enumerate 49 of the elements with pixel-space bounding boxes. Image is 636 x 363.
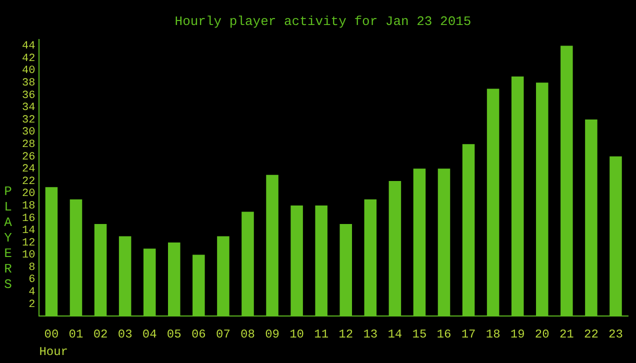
x-tick-label: 03	[118, 328, 132, 342]
x-tick-label: 10	[290, 328, 304, 342]
y-tick-label: 34	[22, 102, 36, 114]
y-tick-label: 6	[28, 274, 36, 286]
chart-title: Hourly player activity for Jan 23 2015	[174, 14, 472, 30]
y-tick-label: 16	[22, 212, 36, 225]
x-tick-label: 06	[191, 328, 206, 342]
x-tick-label: 00	[44, 328, 59, 342]
x-tick-label: 18	[486, 328, 500, 342]
x-tick-label: 12	[338, 328, 354, 342]
y-tick-label: 36	[22, 90, 36, 102]
x-axis-title: Hour	[39, 344, 68, 359]
y-tick-label: 30	[22, 126, 36, 139]
y-tick-label: 12	[22, 237, 36, 250]
y-tick-label: 24	[22, 164, 36, 176]
y-tick-label: 28	[22, 139, 36, 151]
x-tick-label: 22	[584, 328, 598, 342]
x-tick-label: 17	[461, 328, 476, 342]
y-tick-label: 32	[22, 114, 36, 126]
x-tick-label: 14	[388, 328, 402, 342]
y-tick-label: 40	[22, 65, 36, 78]
x-tick-label: 16	[436, 328, 452, 342]
x-tick-label: 20	[534, 328, 550, 342]
y-tick-label: 44	[22, 40, 36, 53]
y-tick-label: 18	[22, 200, 36, 212]
x-tick-label: 23	[608, 328, 623, 342]
y-tick-label: 8	[28, 262, 36, 274]
y-tick-label: 2	[28, 298, 36, 311]
x-tick-label: 09	[265, 328, 280, 342]
x-tick-label: 11	[314, 328, 329, 342]
x-tick-label: 19	[510, 328, 525, 342]
y-tick-label: 20	[22, 188, 36, 200]
x-tick-label: 05	[166, 328, 182, 342]
y-tick-label: 42	[22, 52, 36, 65]
y-tick-label: 26	[22, 151, 36, 164]
y-tick-label: 14	[22, 225, 36, 238]
y-tick-label: 22	[22, 176, 36, 188]
x-tick-label: 02	[93, 328, 108, 342]
y-axis-title: PLAYERS	[4, 184, 12, 292]
x-tick-label: 07	[216, 328, 230, 342]
x-tick-label: 13	[363, 328, 378, 342]
x-tick-label: 01	[68, 328, 84, 342]
y-tick-label: 10	[22, 250, 36, 262]
x-tick-label: 08	[240, 328, 255, 342]
x-tick-label: 15	[412, 328, 427, 342]
y-tick-label: 4	[28, 286, 36, 299]
y-tick-label: 38	[22, 78, 36, 90]
x-tick-label: 04	[142, 328, 157, 342]
x-tick-label: 21	[559, 328, 574, 342]
